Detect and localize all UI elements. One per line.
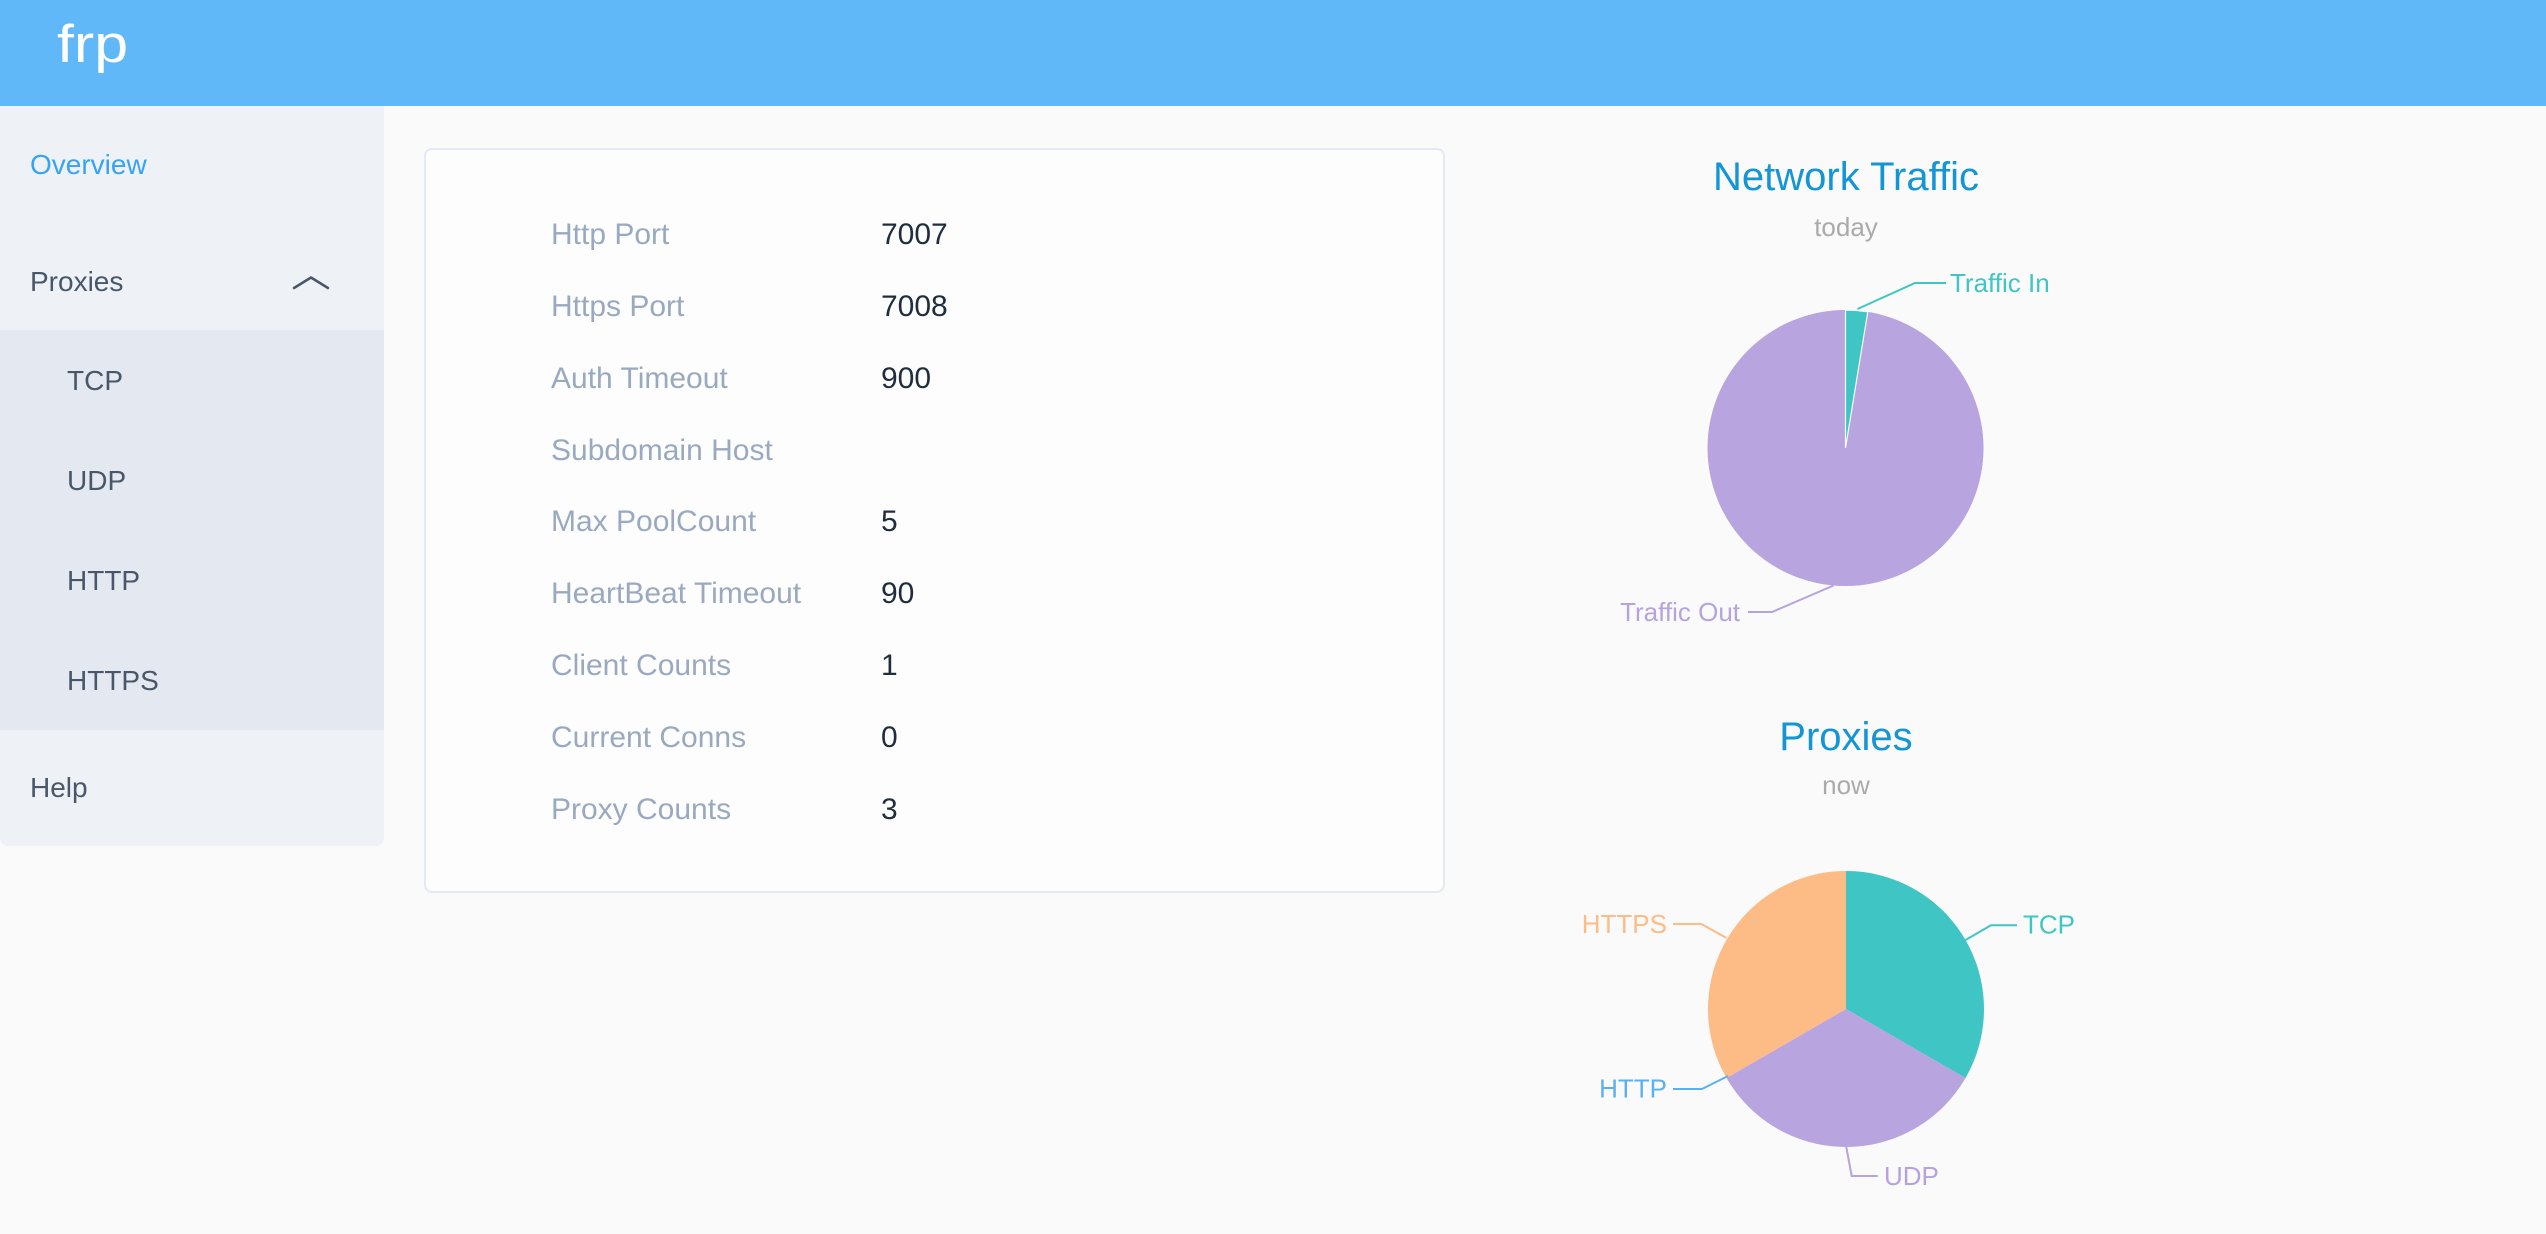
svg-text:now: now xyxy=(1822,770,1870,800)
svg-text:HTTPS: HTTPS xyxy=(1582,909,1667,939)
svg-text:HTTP: HTTP xyxy=(1599,1074,1667,1104)
svg-text:Network Traffic: Network Traffic xyxy=(1713,155,1979,199)
svg-text:Traffic In: Traffic In xyxy=(1950,268,2050,298)
svg-text:Proxies: Proxies xyxy=(1779,715,1912,759)
svg-text:UDP: UDP xyxy=(1884,1161,1939,1191)
svg-text:TCP: TCP xyxy=(2023,910,2075,940)
svg-text:Traffic Out: Traffic Out xyxy=(1620,597,1741,627)
svg-text:today: today xyxy=(1814,212,1878,242)
